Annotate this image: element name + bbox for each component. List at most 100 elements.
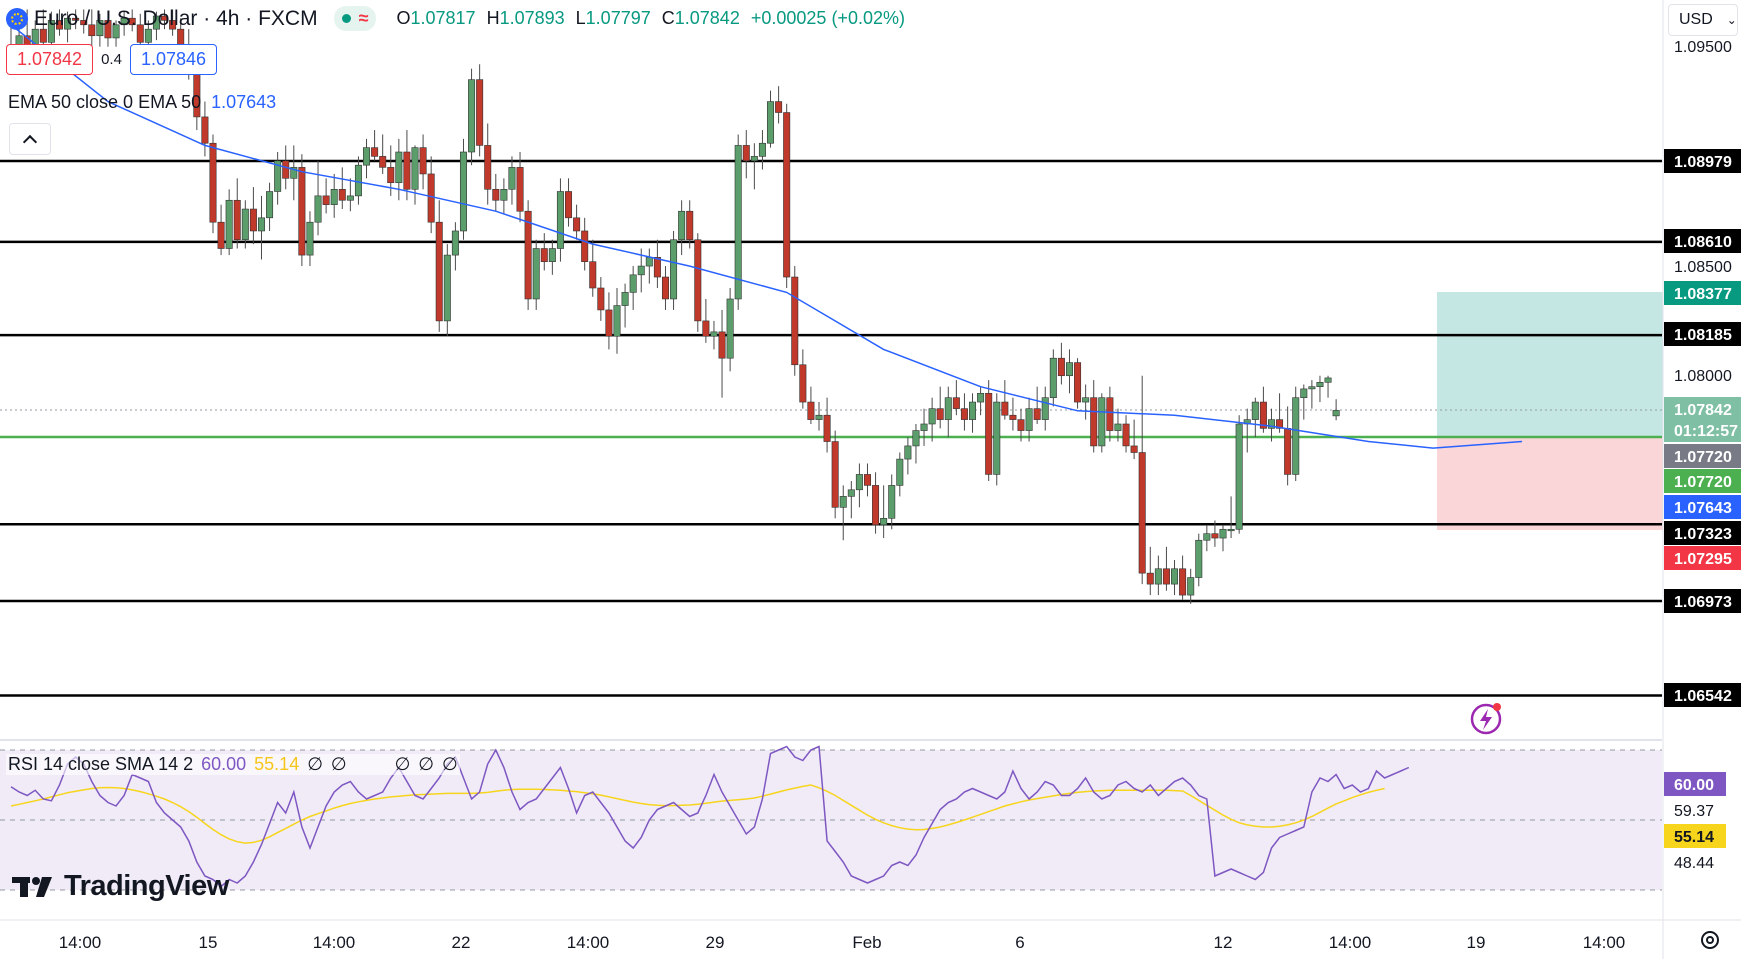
time-tick-label: 14:00 [313, 933, 356, 952]
rsi-na-2: ∅ [330, 754, 347, 774]
candle [532, 239, 540, 310]
candle [338, 167, 346, 210]
candle [354, 156, 362, 205]
candle [39, 9, 47, 47]
low-value: 1.07797 [585, 8, 651, 28]
price-tags: 1.08979 1.08610 1.08500 1.08377 1.08185 1.080… [1664, 39, 1741, 872]
candle [920, 408, 928, 446]
candle [888, 474, 896, 530]
time-tick-label: 15 [199, 933, 218, 952]
candle [322, 178, 330, 214]
candle [1235, 415, 1243, 534]
buy-button[interactable]: 1.07846 [129, 44, 218, 75]
candle [128, 9, 136, 32]
candle [581, 217, 589, 271]
settings-gear-icon[interactable] [1701, 931, 1719, 949]
candle [363, 138, 371, 179]
candle [104, 11, 112, 47]
rsi-legend[interactable]: RSI 14 close SMA 14 2 60.00 55.14 ∅ ∅ ∅ … [6, 754, 460, 775]
ema-legend[interactable]: EMA 50 close 0 EMA 50 1.07643 [8, 92, 276, 113]
candle [500, 178, 508, 214]
candle [1195, 533, 1203, 587]
candle [64, 11, 72, 43]
candle [1171, 559, 1179, 596]
time-axis[interactable]: 14:00 15 14:00 22 14:00 29 Feb 6 12 14:00 19 14:00 [59, 933, 1626, 952]
candle [1292, 386, 1300, 482]
profit-zone[interactable] [1437, 292, 1664, 437]
lightning-icon[interactable] [1470, 703, 1502, 735]
candle [1227, 496, 1235, 539]
time-tick-label: 14:00 [567, 933, 610, 952]
candle [1082, 384, 1090, 420]
collapse-legend-button[interactable] [9, 123, 51, 155]
candle [896, 452, 904, 497]
price-tag-label: 1.07720 [1674, 449, 1732, 466]
candle [977, 386, 985, 416]
candle [605, 292, 613, 350]
candle [912, 423, 920, 464]
time-tick-label: 22 [452, 933, 471, 952]
candle [314, 160, 322, 236]
candle [451, 222, 459, 271]
candle [985, 380, 993, 482]
time-tick-label: 12 [1214, 933, 1233, 952]
price-tag-label: 1.07295 [1674, 551, 1732, 568]
candle [1162, 546, 1170, 591]
candle [1017, 408, 1025, 442]
trade-buttons: 1.07842 0.4 1.07846 [6, 44, 218, 75]
candle [298, 154, 306, 267]
candle [839, 485, 847, 541]
candle [855, 463, 863, 508]
candle [346, 178, 354, 212]
price-tag-bg [1664, 418, 1741, 442]
candle [524, 200, 532, 310]
candle [718, 309, 726, 398]
candle [613, 287, 621, 354]
price-tag-label: 1.08185 [1674, 327, 1732, 344]
candle [427, 156, 435, 234]
candle [152, 11, 160, 41]
candle [872, 472, 880, 534]
rsi-value: 60.00 [201, 754, 247, 774]
candle [1106, 386, 1114, 442]
candle [217, 204, 225, 256]
candle [1049, 349, 1057, 407]
tradingview-logo[interactable]: TradingView [12, 870, 229, 903]
price-tag-bg [1664, 281, 1741, 305]
price-tag-bg [1664, 229, 1741, 253]
close-value: 1.07842 [674, 8, 740, 28]
symbol-legend: Euro / U.S. Dollar · 4h · FXCM ≈ O1.0781… [6, 6, 905, 31]
candle [548, 239, 556, 275]
ohlc-readout: O1.07817 H1.07893 L1.07797 C1.07842 +0.0… [396, 8, 905, 28]
price-tag-label: 01:12:57 [1674, 423, 1738, 440]
candle [694, 233, 702, 332]
price-tag-label: 1.07842 [1674, 402, 1732, 419]
symbol-title[interactable]: Euro / U.S. Dollar · 4h · FXCM [34, 6, 318, 30]
candle [1332, 399, 1340, 421]
price-tick-label: 1.09500 [1674, 39, 1732, 56]
rsi-line [10, 745, 1410, 888]
rsi-tag-label: 55.14 [1674, 829, 1714, 846]
sell-button[interactable]: 1.07842 [6, 44, 94, 75]
rsi-tag-label: 48.44 [1674, 855, 1714, 872]
candle [1276, 393, 1284, 433]
market-status-badge[interactable]: ≈ [333, 6, 377, 31]
symbol-flag-icon [6, 7, 28, 30]
candle [678, 200, 686, 256]
candle [55, 9, 63, 36]
candle [734, 134, 742, 310]
rsi-label: RSI 14 close SMA 14 2 [8, 754, 194, 774]
candle [847, 481, 855, 519]
currency-select[interactable]: USD ⌄ [1668, 4, 1738, 36]
candle [540, 233, 548, 271]
loss-zone[interactable] [1437, 437, 1664, 530]
candle [443, 244, 451, 337]
price-tag-bg [1664, 469, 1741, 493]
candle [807, 386, 815, 424]
rsi-tag-label: 60.00 [1674, 777, 1714, 794]
candle [1179, 555, 1187, 600]
price-tag-label: 1.08610 [1674, 234, 1732, 251]
candle [1300, 384, 1308, 420]
